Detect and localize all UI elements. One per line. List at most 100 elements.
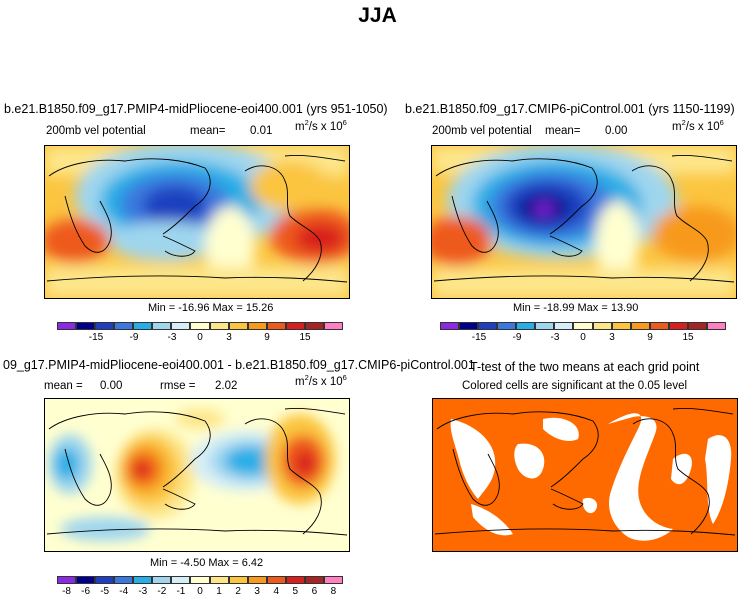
colorbar-panel3-swatch [285,576,305,584]
colorbar-panel1 [57,322,343,330]
colorbar-panel2-tick: -3 [550,332,560,343]
colorbar-panel3-swatch [247,576,267,584]
figure-title: JJA [358,4,397,27]
colorbar-panel2-tick: 3 [609,332,615,343]
colorbar-panel1-tick: -15 [88,332,104,343]
colorbar-panel3-tick: 2 [235,586,241,597]
colorbar-panel1-swatch [323,322,343,330]
colorbar-panel2-swatch [611,322,631,330]
colorbar-panel3-tick: -8 [62,586,71,597]
colorbar-panel1-swatch [209,322,229,330]
panel2-units: m2/s x 106 [672,118,724,133]
panel3-rmse-value: 2.02 [215,380,238,392]
panel1-variable-label: 200mb vel potential [46,125,146,137]
colorbar-panel3-swatch [304,576,324,584]
panel1-units: m2/s x 106 [295,118,347,133]
colorbar-panel2-tick: 15 [682,332,694,343]
colorbar-panel1-swatch [266,322,286,330]
colorbar-panel2-tick: 9 [647,332,653,343]
colorbar-panel3-swatch [209,576,229,584]
colorbar-panel2-swatch [573,322,593,330]
colorbar-panel1-tick: 9 [264,332,270,343]
colorbar-panel2-swatch [535,322,555,330]
colorbar-panel2-swatch [649,322,669,330]
panel3-units: m2/s x 106 [295,373,347,388]
colorbar-panel3-tick: -1 [176,586,186,597]
colorbar-panel3 [57,576,343,584]
colorbar-panel1-swatch [152,322,172,330]
colorbar-panel2-swatch [516,322,536,330]
colorbar-panel3-swatch [114,576,134,584]
colorbar-panel2-swatch [592,322,612,330]
colorbar-panel3-tick: 4 [273,586,280,597]
colorbar-panel2-swatch [440,322,460,330]
colorbar-panel3-tick: -3 [138,586,148,597]
panel2-mean-value: 0.00 [605,125,628,137]
colorbar-panel1-swatch [190,322,210,330]
colorbar-panel3-swatch [323,576,343,584]
colorbar-panel1-tick: -9 [129,332,139,343]
colorbar-panel3-tick: 1 [216,586,222,597]
panel3-map [44,398,350,552]
panel3-mean-label: mean = [44,380,83,392]
panel1-minmax: Min = -16.96 Max = 15.26 [148,302,274,314]
colorbar-panel2-swatch [478,322,498,330]
panel4-title: T-test of the two means at each grid poi… [470,360,700,374]
colorbar-panel2-swatch [668,322,688,330]
panel3-mean-value: 0.00 [100,380,123,392]
panel3-title: 09_g17.PMIP4-midPliocene-eoi400.001 - b.… [3,358,475,372]
panel2-map [431,145,737,299]
colorbar-panel1-tick: 3 [226,332,232,343]
panel3-rmse-label: rmse = [160,380,196,392]
colorbar-panel1-swatch [304,322,324,330]
colorbar-panel3-tick: 6 [311,586,318,597]
panel1-coastlines [46,155,348,283]
colorbar-panel1-swatch [247,322,267,330]
colorbar-panel3-swatch [76,576,96,584]
colorbar-panel3-swatch [152,576,172,584]
colorbar-panel2 [440,322,726,330]
colorbar-panel3-swatch [133,576,153,584]
colorbar-panel1-swatch [114,322,134,330]
colorbar-panel1-tick: 0 [197,332,203,343]
panel1-mean-label: mean= [190,125,226,137]
colorbar-panel2-swatch [706,322,726,330]
panel2-variable-label: 200mb vel potential [432,125,532,137]
panel1-map [44,145,350,299]
colorbar-panel1-swatch [76,322,96,330]
panel1-mean-value: 0.01 [250,125,273,137]
panel3-coastlines [46,408,348,536]
panel2-coastlines [433,155,735,283]
panel4-map [432,398,738,552]
colorbar-panel2-tick: 0 [580,332,586,343]
colorbar-panel2-swatch [459,322,479,330]
panel2-mean-label: mean= [545,125,581,137]
colorbar-panel1-tick: -3 [167,332,177,343]
panel4-subtitle: Colored cells are significant at the 0.0… [462,380,688,392]
colorbar-panel3-swatch [171,576,191,584]
colorbar-panel3-swatch [266,576,286,584]
colorbar-panel2-swatch [497,322,517,330]
colorbar-panel3-swatch [190,576,210,584]
colorbar-panel3-tick: -2 [157,586,167,597]
colorbar-panel2-swatch [554,322,574,330]
colorbar-panel3-tick: 3 [254,586,260,597]
panel4-coastlines [434,408,736,536]
panel1-title: b.e21.B1850.f09_g17.PMIP4-midPliocene-eo… [4,102,388,116]
panel2-title: b.e21.B1850.f09_g17.CMIP6-piControl.001 … [405,102,735,116]
panel4-nonsignificant-areas [450,413,732,541]
colorbar-panel1-swatch [133,322,153,330]
colorbar-panel3-tick: -6 [81,586,91,597]
colorbar-panel1-swatch [171,322,191,330]
colorbar-panel2-tick: -15 [471,332,487,343]
colorbar-panel3-swatch [228,576,248,584]
colorbar-panel1-swatch [285,322,305,330]
colorbar-panel1-swatch [57,322,77,330]
colorbar-panel3-tick: -5 [100,586,110,597]
colorbar-panel2-swatch [630,322,650,330]
colorbar-panel1-swatch [228,322,248,330]
colorbar-panel3-tick: 8 [330,586,337,597]
panel3-minmax: Min = -4.50 Max = 6.42 [150,557,264,569]
colorbar-panel3-tick: 0 [197,586,203,597]
colorbar-panel3-swatch [57,576,77,584]
